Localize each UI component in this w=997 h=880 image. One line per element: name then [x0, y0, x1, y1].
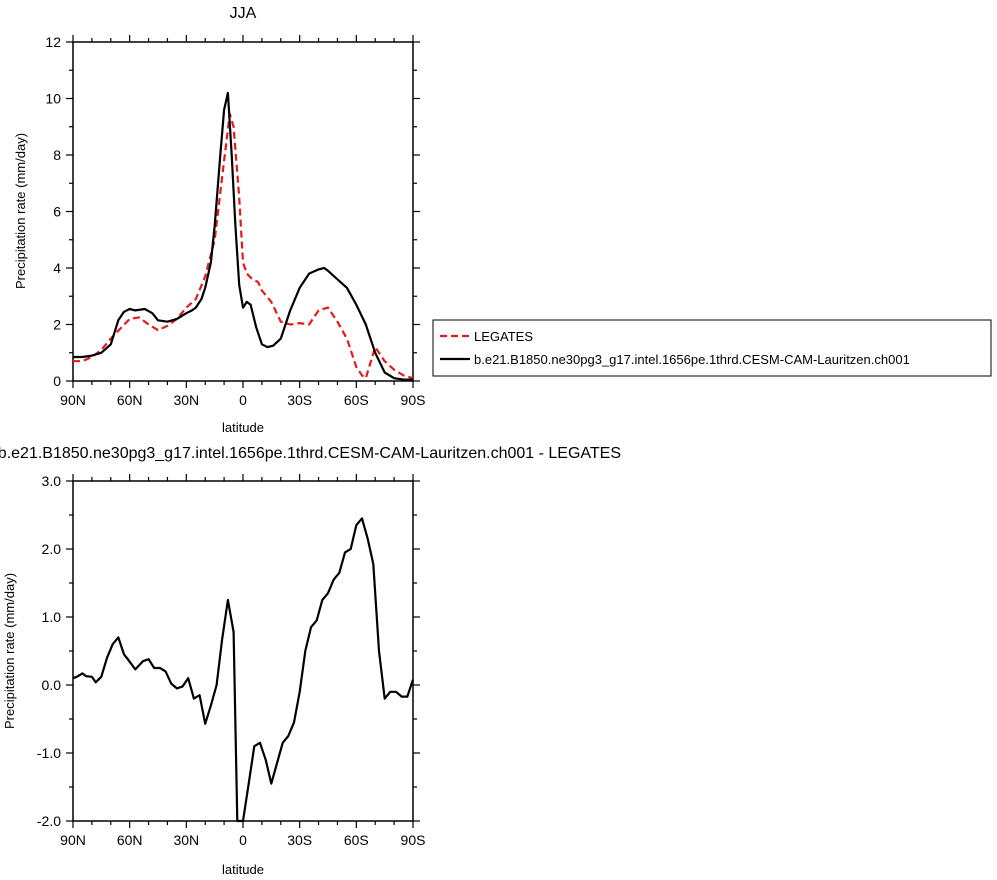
bottom-x-tick-label: 30N — [173, 832, 199, 848]
bottom-chart-title: b.e21.B1850.ne30pg3_g17.intel.1656pe.1th… — [0, 445, 621, 462]
bottom-y-tick-label: -2.0 — [37, 813, 61, 829]
top-y-tick-label: 6 — [53, 204, 61, 220]
top-x-tick-label: 90S — [401, 392, 426, 408]
legend-label-legates: LEGATES — [474, 329, 533, 344]
top-x-tick-label: 0 — [239, 392, 247, 408]
bottom-x-tick-label: 30S — [287, 832, 312, 848]
bottom-y-tick-label: 3.0 — [42, 473, 62, 489]
top-axis-ticks: 90N 60N 30N 0 30S 60S 90S 0 2 4 6 8 10 12 — [45, 34, 425, 408]
top-y-tick-label: 8 — [53, 147, 61, 163]
top-plot-frame — [72, 41, 414, 382]
top-x-tick-label: 60N — [117, 392, 143, 408]
bottom-y-tick-label: 1.0 — [42, 609, 62, 625]
top-y-tick-label: 2 — [53, 317, 61, 333]
top-series-line-model — [73, 91, 413, 381]
bottom-x-tick-label: 0 — [239, 832, 247, 848]
top-y-tick-label: 10 — [45, 91, 61, 107]
legend: LEGATES b.e21.B1850.ne30pg3_g17.intel.16… — [432, 319, 992, 377]
bottom-x-tick-label: 90S — [401, 832, 426, 848]
top-y-tick-label: 12 — [45, 34, 61, 50]
top-panel: JJA 90N 60N 30N 0 30S 60S 90S 0 2 4 6 8 10 12 latitud… — [13, 5, 425, 435]
top-x-tick-label: 90N — [60, 392, 86, 408]
bottom-series-lines — [72, 517, 415, 823]
top-chart-title: JJA — [230, 5, 257, 22]
legend-box — [432, 319, 992, 377]
bottom-x-tick-label: 90N — [60, 832, 86, 848]
bottom-x-tick-label: 60S — [344, 832, 369, 848]
bottom-axis-ticks: 90N 60N 30N 0 30S 60S 90S -2.0 -1.0 0.0 1.0 2.0 3.0 — [37, 473, 426, 848]
bottom-y-tick-label: 2.0 — [42, 541, 62, 557]
bottom-x-axis-label: latitude — [222, 862, 264, 877]
top-x-axis-label: latitude — [222, 420, 264, 435]
bottom-x-tick-label: 60N — [117, 832, 143, 848]
top-y-axis-label: Precipitation rate (mm/day) — [13, 133, 28, 289]
top-x-tick-label: 30S — [287, 392, 312, 408]
legend-label-model: b.e21.B1850.ne30pg3_g17.intel.1656pe.1th… — [474, 352, 910, 367]
bottom-panel: b.e21.B1850.ne30pg3_g17.intel.1656pe.1th… — [0, 445, 621, 877]
top-x-tick-label: 30N — [173, 392, 199, 408]
bottom-y-axis-label: Precipitation rate (mm/day) — [2, 573, 17, 729]
top-x-tick-label: 60S — [344, 392, 369, 408]
top-y-tick-label: 4 — [53, 260, 61, 276]
bottom-y-tick-label: 0.0 — [42, 677, 62, 693]
top-series-line-legates — [73, 112, 414, 380]
bottom-y-tick-label: -1.0 — [37, 745, 61, 761]
bottom-series-line-difference — [72, 517, 415, 823]
top-series-lines — [73, 91, 414, 381]
top-y-tick-label: 0 — [53, 373, 61, 389]
